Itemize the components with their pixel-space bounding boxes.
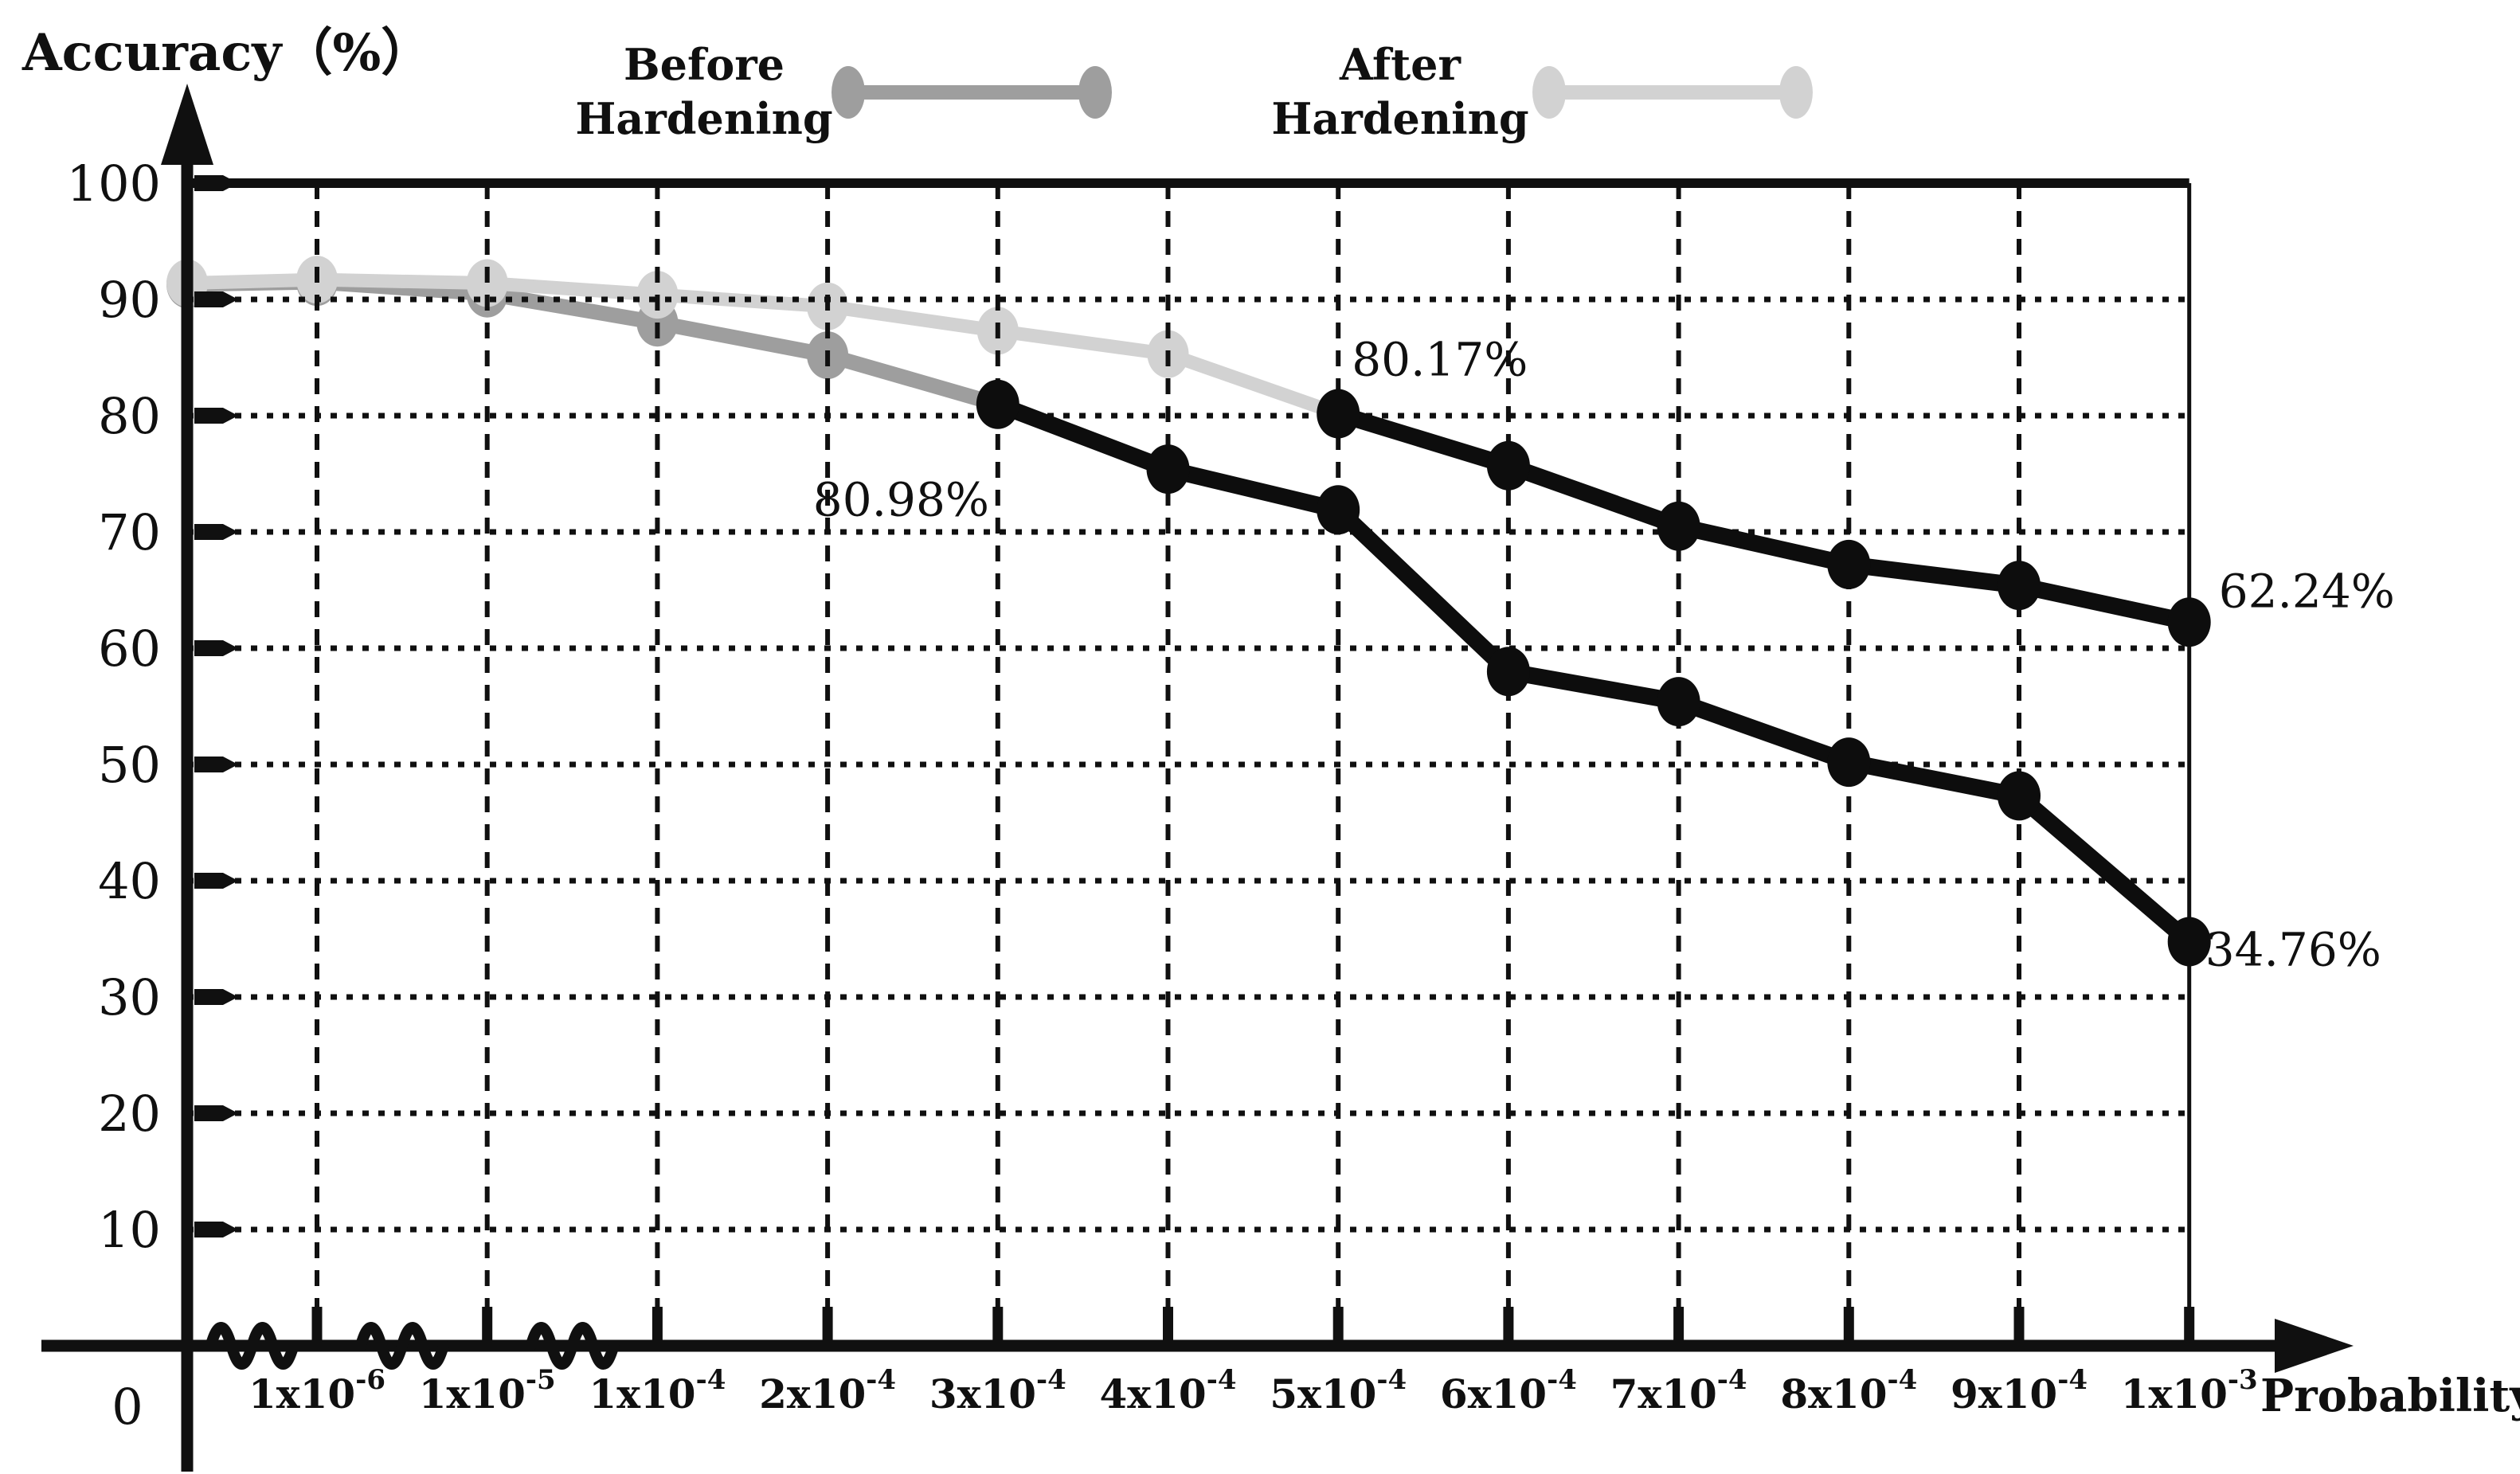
y-tick-mark	[194, 640, 238, 656]
y-tick-label: 30	[98, 968, 161, 1026]
annotation-label: 80.17%	[1352, 333, 1528, 387]
y-tick-label: 40	[98, 852, 161, 910]
x-tick-mark	[1163, 1307, 1173, 1343]
series-0-black-marker	[1146, 444, 1190, 495]
x-tick-label: 1x10-4	[589, 1364, 726, 1417]
y-tick-mark	[194, 1105, 238, 1121]
x-tick-label: 8x10-4	[1780, 1364, 1917, 1417]
y-tick-label: 50	[98, 736, 161, 794]
x-tick-mark	[652, 1307, 663, 1343]
series-1-black-marker	[1317, 389, 1360, 439]
gridlines	[187, 178, 2192, 1342]
series-0-black-marker	[1657, 677, 1700, 727]
x-tick-mark	[1843, 1307, 1854, 1343]
y-tick-mark	[194, 873, 238, 889]
series-1-black-marker	[1827, 539, 1871, 589]
x-axis-title: Probability	[2260, 1370, 2520, 1422]
x-tick-label: 1x10-6	[248, 1364, 385, 1417]
y-tick-mark	[194, 175, 238, 191]
chart-generated-layers: 10 20 30 40 50 60 70 80 90 100 1x10-6 1x10-5 1x10-4 2…	[41, 66, 2395, 1472]
legend-before-sample-end-marker	[832, 66, 865, 119]
x-tick-mark	[311, 1307, 323, 1343]
axis-break-squiggle	[205, 1322, 299, 1370]
annotation-label: 62.24%	[2219, 564, 2395, 618]
y-tick-mark	[194, 524, 238, 540]
x-tick-label: 7x10-4	[1610, 1364, 1747, 1417]
tick-labels: 10 20 30 40 50 60 70 80 90 100 1x10-6 1x10-5 1x10-4 2…	[67, 154, 2258, 1417]
x-tick-label: 2x10-4	[759, 1364, 896, 1417]
series-0-black-marker	[976, 379, 1019, 429]
series-1-black-line	[1329, 405, 2198, 631]
x-tick-label: 5x10-4	[1270, 1364, 1407, 1417]
x-tick-mark	[1503, 1307, 1514, 1343]
legend-before-label-line2: Hardening	[575, 93, 832, 144]
annotation-label: 34.76%	[2205, 923, 2381, 977]
axis-break-squiggle	[525, 1322, 620, 1370]
series-1-black-marker	[1486, 440, 1530, 491]
y-tick-mark	[194, 989, 238, 1005]
series-0-black-line	[989, 396, 2198, 951]
x-axis-arrowhead	[2275, 1319, 2354, 1373]
legend-after-label-line1: After	[1339, 39, 1461, 90]
series-0-black-marker	[1998, 771, 2041, 821]
x-tick-mark	[992, 1307, 1004, 1343]
series-1-black-marker	[1998, 561, 2041, 611]
y-tick-mark	[194, 291, 238, 307]
series-0-black-marker	[1486, 647, 1530, 697]
x-tick-label: 1x10-5	[419, 1364, 556, 1417]
series-1-grey-marker	[466, 259, 508, 307]
legend-after-sample-end-marker	[1532, 66, 1566, 119]
x-tick-mark	[1332, 1307, 1344, 1343]
y-tick-label: 70	[98, 503, 161, 561]
y-tick-mark	[194, 757, 238, 772]
x-tick-mark	[2013, 1307, 2025, 1343]
y-tick-mark	[194, 408, 238, 424]
legend-after-sample-end-marker	[1779, 66, 1813, 119]
x-tick-label: 4x10-4	[1100, 1364, 1237, 1417]
x-tick-label: 6x10-4	[1440, 1364, 1577, 1417]
series-0-black-marker	[1827, 737, 1871, 788]
annotation-label: 80.98%	[813, 473, 989, 527]
y-axis-arrowhead	[161, 84, 213, 165]
y-tick-label: 100	[67, 154, 161, 213]
y-tick-label: 20	[98, 1085, 161, 1143]
y-tick-label: 60	[98, 620, 161, 678]
x-tick-mark	[1673, 1307, 1685, 1343]
x-tick-label: 3x10-4	[929, 1364, 1066, 1417]
axis-break-squiggle	[354, 1322, 449, 1370]
y-tick-mark	[194, 1222, 238, 1237]
x-tick-mark	[822, 1307, 833, 1343]
series-grey-segments	[166, 256, 1345, 421]
series-0-black-marker	[2167, 917, 2211, 967]
y-axis-title: Accuracy（%）	[22, 23, 432, 83]
legend-before-label-line1: Before	[624, 39, 785, 90]
axes	[41, 84, 2354, 1472]
x-tick-mark	[482, 1307, 493, 1343]
y-tick-label: 10	[98, 1201, 161, 1259]
series-1-black-marker	[1657, 501, 1700, 551]
x-tick-label: 9x10-4	[1951, 1364, 2088, 1417]
series-1-black-marker	[2167, 597, 2211, 647]
series-1-grey-line	[180, 272, 1345, 421]
series-black-segments	[976, 379, 2211, 967]
y-tick-label: 90	[98, 271, 161, 329]
origin-zero-label: 0	[112, 1378, 143, 1436]
legend-after-label-line2: Hardening	[1271, 93, 1528, 144]
annotations: 80.98% 80.17% 62.24% 34.76%	[813, 333, 2395, 977]
x-tick-label: 1x10-3	[2121, 1364, 2258, 1417]
legend-before-sample-end-marker	[1078, 66, 1112, 119]
legend-samples	[832, 66, 1813, 119]
x-tick-mark	[2184, 1307, 2195, 1343]
series-0-black-marker	[1317, 485, 1360, 535]
y-tick-label: 80	[98, 387, 161, 445]
